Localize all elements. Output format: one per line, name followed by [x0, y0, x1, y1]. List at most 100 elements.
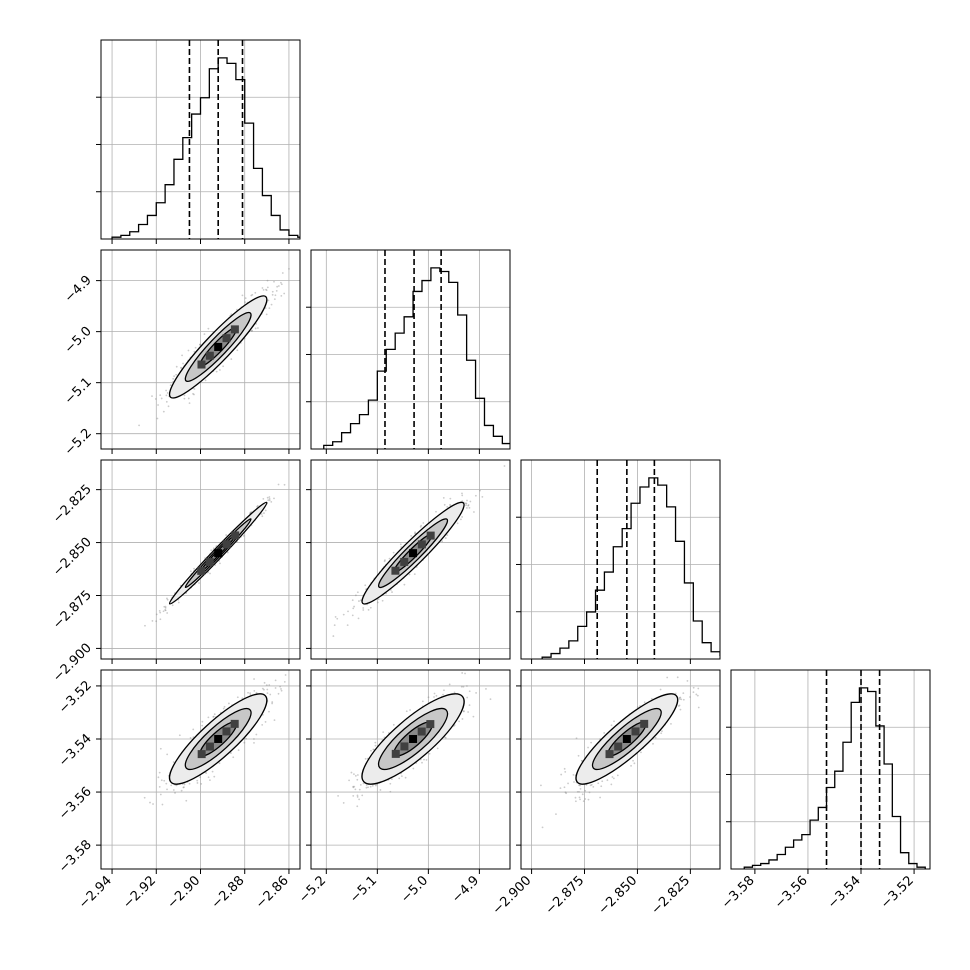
- sample-point: [444, 736, 447, 739]
- sample-point: [576, 790, 579, 793]
- x-tick-label: −2.94: [76, 873, 115, 912]
- density-core-cell: [391, 566, 400, 575]
- sample-point: [182, 786, 185, 789]
- sample-point: [461, 494, 464, 497]
- sample-point: [670, 722, 672, 725]
- sample-point: [280, 294, 283, 297]
- sample-point: [462, 710, 465, 713]
- density-core-cell: [230, 719, 239, 728]
- sample-point: [449, 497, 452, 500]
- x-tick-label: −4.9: [449, 873, 482, 906]
- sample-point: [264, 307, 267, 310]
- sample-point: [264, 721, 267, 723]
- sample-point: [151, 620, 154, 622]
- sample-point: [353, 773, 355, 776]
- sample-point: [351, 599, 354, 602]
- sample-point: [263, 512, 265, 514]
- y-tick-label: −2.850: [50, 535, 95, 580]
- sample-point: [460, 685, 463, 688]
- sample-point: [201, 720, 204, 723]
- sample-point: [582, 800, 585, 803]
- sample-point: [210, 549, 213, 552]
- sample-point: [237, 749, 240, 752]
- panel-content: [323, 250, 510, 449]
- sample-point: [213, 713, 216, 716]
- sample-point: [261, 724, 264, 726]
- sample-point: [686, 680, 689, 682]
- panel-content: [138, 267, 290, 427]
- sample-point: [266, 692, 269, 694]
- sample-point: [283, 680, 286, 683]
- sample-point: [174, 792, 176, 794]
- sample-point: [241, 697, 244, 700]
- sample-point: [428, 752, 431, 755]
- panel-frame: [520, 459, 721, 660]
- sample-point: [560, 773, 563, 776]
- hist-panel-3: [516, 459, 721, 664]
- sample-point: [167, 405, 170, 408]
- sample-point: [462, 710, 465, 712]
- sample-point: [173, 375, 176, 378]
- sample-point: [575, 737, 578, 740]
- sample-point: [356, 805, 359, 808]
- sample-point: [172, 761, 175, 763]
- sample-point: [159, 618, 162, 621]
- sample-point: [611, 776, 614, 778]
- density-core-cell: [231, 531, 240, 540]
- sample-point: [279, 685, 282, 688]
- sample-point: [590, 783, 593, 786]
- sample-point: [280, 689, 283, 692]
- sample-point: [408, 573, 411, 576]
- sample-point: [435, 510, 437, 513]
- sample-point: [677, 705, 680, 707]
- panel-content: [143, 674, 287, 806]
- y-tick-label: −2.825: [50, 482, 95, 527]
- sample-point: [489, 698, 492, 701]
- sample-point: [162, 410, 165, 413]
- sample-point: [251, 329, 253, 332]
- y-tick-label: −3.56: [56, 784, 95, 823]
- sample-point: [271, 290, 274, 293]
- sample-point: [261, 287, 264, 289]
- sample-point: [468, 704, 471, 707]
- sample-point: [374, 744, 377, 747]
- sample-point: [255, 691, 258, 694]
- sample-point: [436, 747, 439, 750]
- sample-point: [170, 784, 173, 787]
- sample-point: [503, 465, 506, 467]
- sample-point: [660, 732, 663, 735]
- sample-point: [268, 498, 271, 500]
- density-core-cell: [197, 750, 206, 759]
- sample-point: [222, 707, 225, 710]
- sample-point: [158, 785, 161, 788]
- sample-point: [334, 616, 337, 618]
- sample-point: [250, 294, 253, 297]
- sample-point: [587, 746, 589, 749]
- sample-point: [187, 397, 190, 400]
- sample-point: [350, 771, 353, 774]
- sample-point: [211, 770, 214, 773]
- sample-point: [579, 784, 581, 787]
- scatter-panel-4-1: −2.94 −2.92 −2.90 −2.88 −2.86 −3.58 −3.56 −3.54…: [56, 669, 301, 912]
- sample-point: [421, 700, 424, 703]
- sample-point: [280, 281, 282, 284]
- panel-frame: [310, 249, 511, 450]
- hist-panel-2: [306, 249, 511, 454]
- sample-point: [260, 513, 263, 515]
- sample-point: [356, 796, 359, 798]
- sample-point: [559, 787, 562, 790]
- sample-point: [154, 398, 157, 400]
- sample-point: [138, 424, 140, 427]
- sample-point: [270, 500, 273, 503]
- sample-point: [273, 497, 275, 500]
- panel-content: [332, 465, 506, 637]
- x-tick-label: −2.86: [253, 873, 292, 912]
- sample-point: [353, 785, 356, 788]
- sample-point: [372, 748, 375, 751]
- sample-point: [354, 594, 357, 597]
- sample-point: [461, 516, 464, 518]
- panel-content: [144, 483, 286, 627]
- sample-point: [362, 607, 365, 609]
- sample-point: [370, 749, 372, 752]
- sample-point: [364, 757, 367, 760]
